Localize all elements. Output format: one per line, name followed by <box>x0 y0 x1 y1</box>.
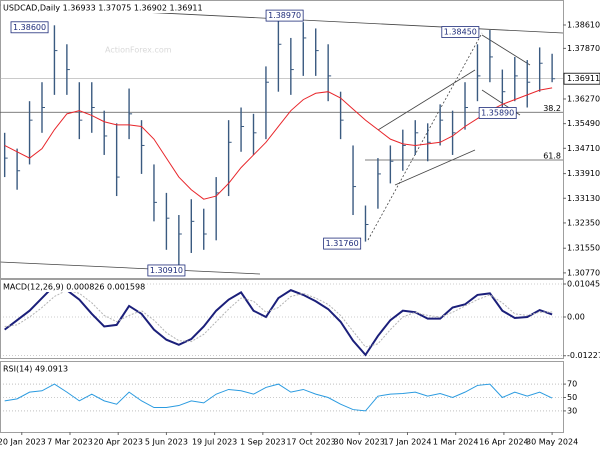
current-price-label: 1.36911 <box>567 74 600 83</box>
level-label: 1.30910 <box>150 266 183 275</box>
y-tick-label: 1.36270 <box>567 94 600 103</box>
y-tick-label: 1.30770 <box>567 268 600 277</box>
x-tick-label: 1 Sep 2023 <box>240 438 286 447</box>
level-label: 1.38450 <box>444 28 477 37</box>
x-tick-label: 20 Jan 2023 <box>0 438 46 447</box>
panel-frame <box>0 279 564 359</box>
x-tick-label: 30 Nov 2023 <box>334 438 385 447</box>
level-box <box>323 237 362 250</box>
level-box <box>441 26 480 38</box>
panel-frame <box>0 0 564 279</box>
trend-line <box>377 69 476 131</box>
title-bg <box>1 281 148 292</box>
x-tick-label: 1 Mar 2024 <box>433 438 479 447</box>
y-tick-label: 70 <box>567 380 577 389</box>
y-tick-label: 50 <box>567 393 577 402</box>
trend-line <box>367 32 483 241</box>
x-tick-label: 17 Jan 2024 <box>383 438 431 447</box>
fib-label: 61.8 <box>543 152 561 161</box>
title-bg <box>1 363 71 374</box>
panel-title: RSI(14) 49.0913 <box>3 365 68 374</box>
y-tick-label: 1.35490 <box>567 119 600 128</box>
trend-line <box>0 261 261 275</box>
indicator-line <box>4 289 553 348</box>
fib-label: 38.2 <box>543 104 561 113</box>
level-box <box>147 264 186 277</box>
y-tick-label: 1.33130 <box>567 194 600 203</box>
x-tick-label: 7 Mar 2023 <box>47 438 93 447</box>
level-box <box>265 9 304 22</box>
x-tick-label: 19 Jul 2023 <box>192 438 237 447</box>
y-tick-label: 1.31550 <box>567 244 600 253</box>
level-label: 1.38600 <box>13 23 46 32</box>
x-tick-label: 20 Apr 2023 <box>93 438 142 447</box>
y-tick-label: 1.32350 <box>567 218 600 227</box>
y-tick-label: 1.34710 <box>567 144 600 153</box>
y-tick-label: 1.38610 <box>567 20 600 29</box>
level-box <box>478 107 517 119</box>
indicator-line <box>4 284 553 357</box>
y-tick-label: 1.37870 <box>567 44 600 53</box>
panel-title: USDCAD,Daily 1.36933 1.37075 1.36902 1.3… <box>3 4 203 13</box>
level-box <box>10 21 49 34</box>
y-tick-label: 30 <box>567 406 577 415</box>
y-tick-label: 0.00 <box>567 313 585 322</box>
watermark: ActionForex.com <box>105 46 172 55</box>
title-bg <box>1 2 205 13</box>
x-tick-label: 16 Apr 2024 <box>479 438 528 447</box>
y-tick-label: 0.010457 <box>567 279 600 288</box>
y-tick-label: 1.33910 <box>567 169 600 178</box>
level-label: 1.35890 <box>481 108 514 117</box>
x-tick-label: 17 Oct 2023 <box>286 438 335 447</box>
y-tick-label: -0.012276 <box>567 351 600 360</box>
trend-line <box>394 149 476 186</box>
x-tick-label: 5 Jun 2023 <box>145 438 188 447</box>
level-label: 1.31760 <box>326 239 359 248</box>
x-tick-label: 30 May 2024 <box>526 438 578 447</box>
indicator-line <box>4 383 553 412</box>
moving-average <box>4 87 553 200</box>
panel-title: MACD(12,26,9) 0.000826 0.001598 <box>3 283 145 292</box>
level-label: 1.38970 <box>268 11 301 20</box>
current-price-box <box>563 72 600 85</box>
